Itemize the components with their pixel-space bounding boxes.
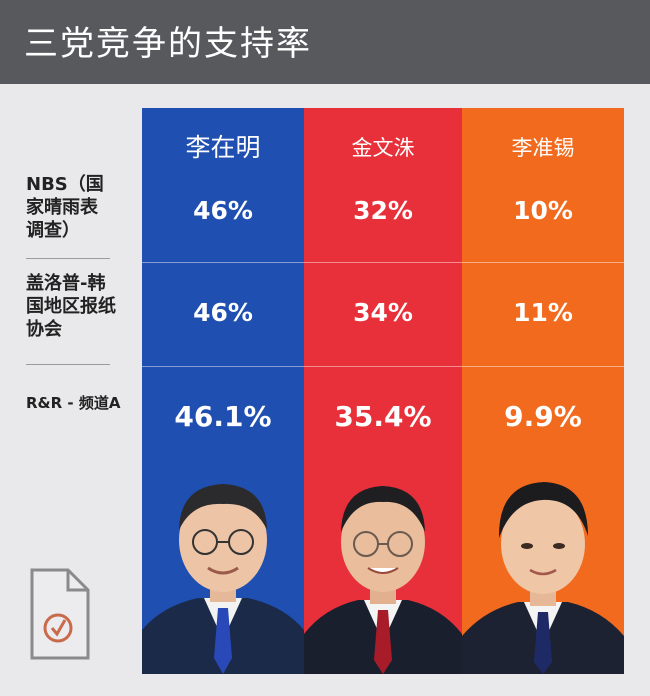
value-cell: 35.4% <box>334 400 432 433</box>
row-label-1: NBS（国 家晴雨表 调查） <box>26 173 104 242</box>
row-label-3: R&R - 频道A <box>26 392 120 415</box>
candidate-portrait-2 <box>304 458 462 674</box>
row-label-line: 家晴雨表 <box>26 197 98 218</box>
row-label-line: NBS（国 <box>26 174 104 195</box>
row-label-line: 盖洛普-韩 <box>26 273 106 294</box>
value-cell: 46% <box>193 196 253 225</box>
candidate-name-3: 李准锡 <box>511 136 575 160</box>
candidate-name-2: 金文洙 <box>351 136 415 160</box>
row-divider <box>142 366 624 367</box>
page-title: 三党竞争的支持率 <box>24 24 312 64</box>
row-label-divider <box>26 258 110 259</box>
candidate-column-3: 李准锡 10% 11% 9.9% <box>462 108 624 674</box>
row-label-divider <box>26 364 110 365</box>
row-label-line: 协会 <box>26 319 62 340</box>
value-cell: 46% <box>193 298 253 327</box>
value-cell: 10% <box>513 196 573 225</box>
row-divider <box>142 262 624 263</box>
ballot-document-icon <box>28 566 92 666</box>
value-cell: 9.9% <box>504 400 582 433</box>
candidate-column-1: 李在明 46% 46% 46.1% <box>142 108 304 674</box>
candidate-portrait-1 <box>142 458 304 674</box>
candidate-name-1: 李在明 <box>185 133 261 162</box>
candidate-portrait-3 <box>462 458 624 674</box>
row-label-2: 盖洛普-韩 国地区报纸 协会 <box>26 272 116 341</box>
row-label-line: 国地区报纸 <box>26 296 116 317</box>
value-cell: 34% <box>353 298 413 327</box>
row-label-line: 调查） <box>26 220 80 241</box>
candidate-column-2: 金文洙 32% 34% 35.4% <box>304 108 462 674</box>
row-label-line: R&R - 频道A <box>26 394 121 412</box>
value-cell: 46.1% <box>174 400 272 433</box>
title-bar: 三党竞争的支持率 <box>0 0 650 84</box>
value-cell: 11% <box>513 298 573 327</box>
value-cell: 32% <box>353 196 413 225</box>
